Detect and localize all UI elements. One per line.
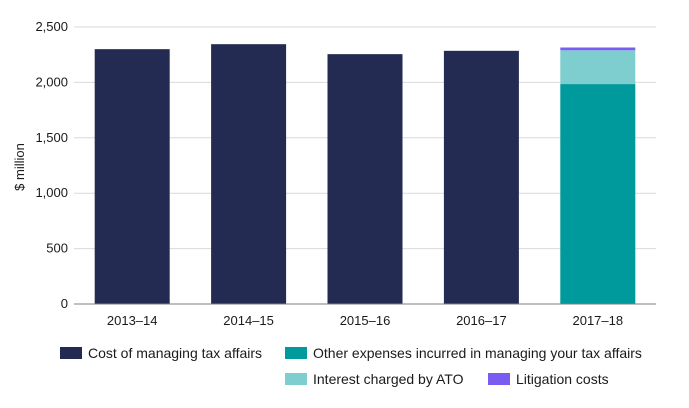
x-tick-label: 2015–16	[340, 313, 391, 328]
bars	[94, 44, 636, 305]
y-axis-label: $ million	[12, 143, 27, 191]
x-tick-label: 2013–14	[107, 313, 158, 328]
y-tick-label: 0	[61, 296, 68, 311]
y-tick-label: 500	[46, 241, 68, 256]
x-tick-label: 2014–15	[223, 313, 274, 328]
y-tick-label: 2,000	[35, 74, 68, 89]
legend-item-interest-charged: Interest charged by ATO	[285, 371, 463, 387]
legend-swatch-light-teal	[285, 373, 307, 385]
legend-swatch-navy	[60, 347, 82, 359]
legend-label: Other expenses incurred in managing your…	[313, 345, 642, 361]
legend-label: Litigation costs	[516, 371, 609, 387]
x-tick-label: 2016–17	[456, 313, 507, 328]
legend-item-litigation-costs: Litigation costs	[488, 371, 609, 387]
bar-segment-2-4	[560, 50, 636, 85]
y-tick-label: 2,500	[35, 19, 68, 34]
x-tick-label: 2017–18	[572, 313, 623, 328]
bar-segment-1-4	[560, 84, 636, 304]
bar-segment-0-0	[94, 49, 170, 304]
legend-item-cost-of-managing: Cost of managing tax affairs	[60, 345, 262, 361]
legend-label: Interest charged by ATO	[313, 371, 464, 387]
bar-segment-0-3	[443, 50, 519, 305]
y-tick-labels: 0 500 1,000 1,500 2,000 2,500	[35, 19, 68, 311]
x-tick-labels: 2013–14 2014–15 2015–16 2016–17 2017–18	[107, 313, 623, 328]
legend-item-other-expenses: Other expenses incurred in managing your…	[285, 345, 642, 361]
bar-segment-3-4	[560, 47, 636, 51]
y-tick-label: 1,500	[35, 130, 68, 145]
legend-swatch-purple	[488, 373, 510, 385]
legend-label: Cost of managing tax affairs	[88, 345, 263, 361]
bar-segment-0-1	[211, 44, 287, 304]
legend-swatch-teal	[285, 347, 307, 359]
y-tick-label: 1,000	[35, 185, 68, 200]
bar-segment-0-2	[327, 54, 403, 305]
